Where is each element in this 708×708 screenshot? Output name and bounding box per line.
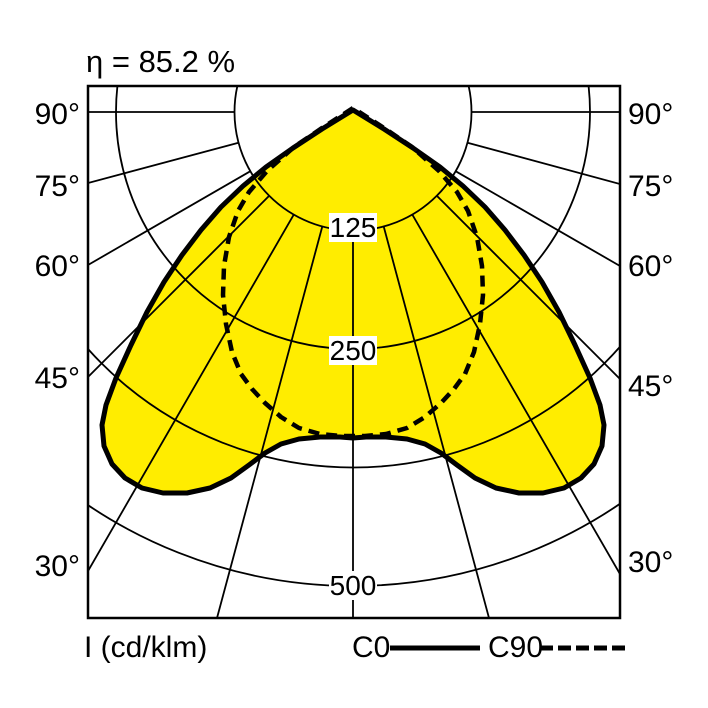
angle-label-left-60: 60° xyxy=(35,250,80,283)
angle-label-right-45: 45° xyxy=(628,370,673,403)
radial-line-left-75 xyxy=(88,141,239,184)
angle-label-right-30: 30° xyxy=(628,546,673,579)
radial-tick-chip-500 xyxy=(329,571,377,600)
radial-line-left-15 xyxy=(216,226,324,618)
radial-tick-chip-125 xyxy=(329,213,377,242)
radial-line-right-30 xyxy=(411,214,620,575)
radial-line-right-60 xyxy=(455,170,620,267)
angle-labels-left: 90° 75° 60° 45° 30° xyxy=(35,98,80,583)
angle-label-right-90: 90° xyxy=(628,98,673,131)
radial-line-left-30 xyxy=(88,214,295,572)
radial-tick-chips: 125 250 500 xyxy=(329,212,377,601)
legend-c0-label: C0 xyxy=(352,631,390,664)
angle-label-right-60: 60° xyxy=(628,250,673,283)
angle-labels-right: 90° 75° 60° 45° 30° xyxy=(628,98,673,579)
angle-label-right-75: 75° xyxy=(628,170,673,203)
radial-line-right-15 xyxy=(382,226,490,618)
intensity-axis-label: I (cd/klm) xyxy=(84,631,207,664)
legend: I (cd/klm) C0 C90 xyxy=(84,631,628,664)
angle-label-left-90: 90° xyxy=(35,98,80,131)
radial-tick-label-500: 500 xyxy=(330,570,377,601)
radial-line-left-45 xyxy=(88,195,270,378)
c90-distribution-curve xyxy=(220,105,486,439)
efficiency-label: η = 85.2 % xyxy=(86,44,235,79)
angle-label-left-30: 30° xyxy=(35,550,80,583)
legend-c90-label: C90 xyxy=(488,631,543,664)
angle-label-left-45: 45° xyxy=(35,362,80,395)
radial-line-right-45 xyxy=(436,195,620,380)
radial-tick-chip-250 xyxy=(329,336,377,365)
radial-tick-label-250: 250 xyxy=(330,335,377,366)
radial-line-left-60 xyxy=(88,170,251,266)
plot-border xyxy=(86,84,622,620)
radial-tick-label-125: 125 xyxy=(330,212,377,243)
angle-label-left-75: 75° xyxy=(35,170,80,203)
radial-line-right-75 xyxy=(467,141,620,185)
